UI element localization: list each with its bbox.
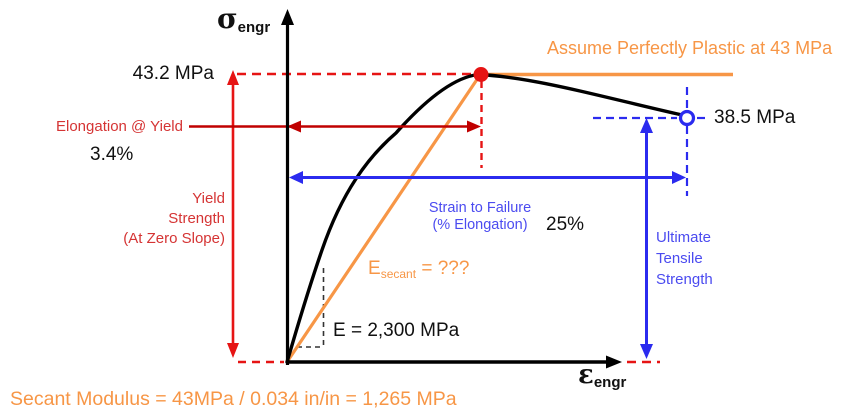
esecant-label: Esecant = ???: [368, 258, 469, 281]
uts-label: Ultimate Tensile Strength: [656, 227, 713, 290]
elongation-yield-value: 3.4%: [90, 144, 134, 165]
yield-point-marker: [473, 67, 489, 82]
esecant-subscript: secant: [380, 267, 417, 281]
strain-failure-line2: (% Elongation): [432, 217, 528, 233]
strain-failure-value: 25%: [546, 214, 585, 235]
x-axis-label: εengr: [578, 360, 626, 391]
youngs-modulus-label: E = 2,300 MPa: [333, 320, 460, 341]
esecant-base: E: [368, 258, 381, 279]
epsilon-symbol: ε: [578, 360, 594, 390]
uts-line3: Strength: [656, 271, 713, 288]
uts-line2: Tensile: [656, 250, 703, 267]
uts-line1: Ultimate: [656, 229, 712, 246]
y-axis-label: σengr: [217, 2, 270, 36]
esecant-rest: = ???: [416, 258, 470, 279]
yield-strength-line1: Yield: [192, 190, 225, 207]
peak-stress-value: 43.2 MPa: [132, 63, 214, 84]
failure-point-marker: [678, 109, 696, 127]
yield-strength-line3: (At Zero Slope): [123, 230, 225, 247]
yield-strength-arrowhead-down: [227, 343, 239, 358]
elongation-yield-label: Elongation @ Yield: [56, 118, 183, 135]
strain-failure-arrowhead-left: [289, 171, 303, 184]
assume-plastic-label: Assume Perfectly Plastic at 43 MPa: [547, 38, 833, 58]
elongation-yield-arrowhead-left: [287, 120, 301, 133]
yield-strength-arrowhead-up: [227, 70, 239, 85]
sigma-subscript: engr: [237, 19, 271, 37]
x-axis-arrowhead: [606, 355, 622, 369]
strain-failure-arrowhead-right: [672, 171, 686, 184]
secant-modulus-equation: Secant Modulus = 43MPa / 0.034 in/in = 1…: [10, 388, 457, 410]
failure-stress-value: 38.5 MPa: [714, 107, 796, 128]
strain-failure-label: Strain to Failure (% Elongation): [418, 200, 542, 234]
epsilon-subscript: engr: [593, 374, 627, 392]
yield-strength-line2: Strength: [168, 210, 225, 227]
sigma-symbol: σ: [217, 2, 238, 35]
uts-arrowhead-up: [640, 118, 653, 133]
uts-arrowhead-down: [640, 344, 653, 359]
elongation-yield-arrowhead-right: [467, 120, 481, 133]
strain-failure-line1: Strain to Failure: [428, 200, 532, 216]
yield-strength-label: Yield Strength (At Zero Slope): [95, 189, 225, 249]
y-axis-arrowhead: [281, 9, 294, 25]
secant-modulus-line: [285, 74, 482, 363]
stress-strain-curve: [285, 72, 682, 364]
